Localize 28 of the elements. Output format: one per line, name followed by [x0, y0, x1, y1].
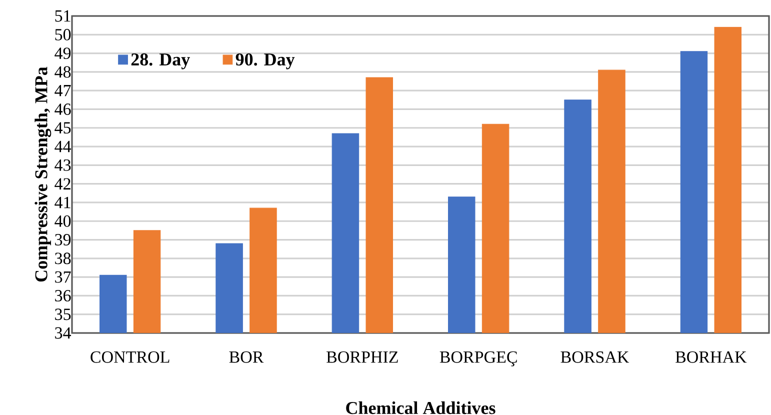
y-tick-label: 40	[54, 215, 71, 227]
y-tick-label: 47	[54, 84, 71, 96]
y-tick-label: 37	[55, 271, 71, 283]
y-tick-label: 50	[55, 28, 71, 40]
y-axis-title: Compressive Strength, MPa	[34, 66, 52, 282]
x-tick-label: BORPHIZ	[326, 351, 398, 363]
x-tick-label: CONTROL	[90, 351, 170, 363]
y-tick-label: 38	[55, 252, 71, 264]
y-tick-label: 51	[55, 10, 70, 22]
y-tick-label: 39	[55, 234, 71, 246]
x-tick-label: BORHAK	[676, 351, 747, 363]
y-tick-label: 35	[55, 308, 71, 320]
legend-label: 90. Day	[236, 53, 295, 70]
x-tick-label: BORSAK	[560, 351, 630, 363]
y-tick-label: 48	[54, 66, 71, 78]
y-tick-label: 36	[55, 290, 71, 302]
y-tick-label: 43	[54, 159, 71, 171]
legend-label: 28. Day	[131, 53, 190, 70]
y-tick-label: 41	[54, 196, 70, 208]
x-tick-label: BORPGEÇ	[440, 351, 517, 366]
x-axis-title: Chemical Additives	[346, 401, 496, 414]
x-tick-label: BOR	[229, 351, 264, 363]
y-tick-label: 46	[54, 104, 71, 115]
y-tick-label: 45	[54, 122, 71, 134]
y-tick-label: 34	[55, 327, 72, 339]
y-tick-label: 44	[54, 140, 72, 152]
y-tick-label: 49	[54, 48, 71, 60]
y-tick-label: 42	[54, 178, 70, 190]
